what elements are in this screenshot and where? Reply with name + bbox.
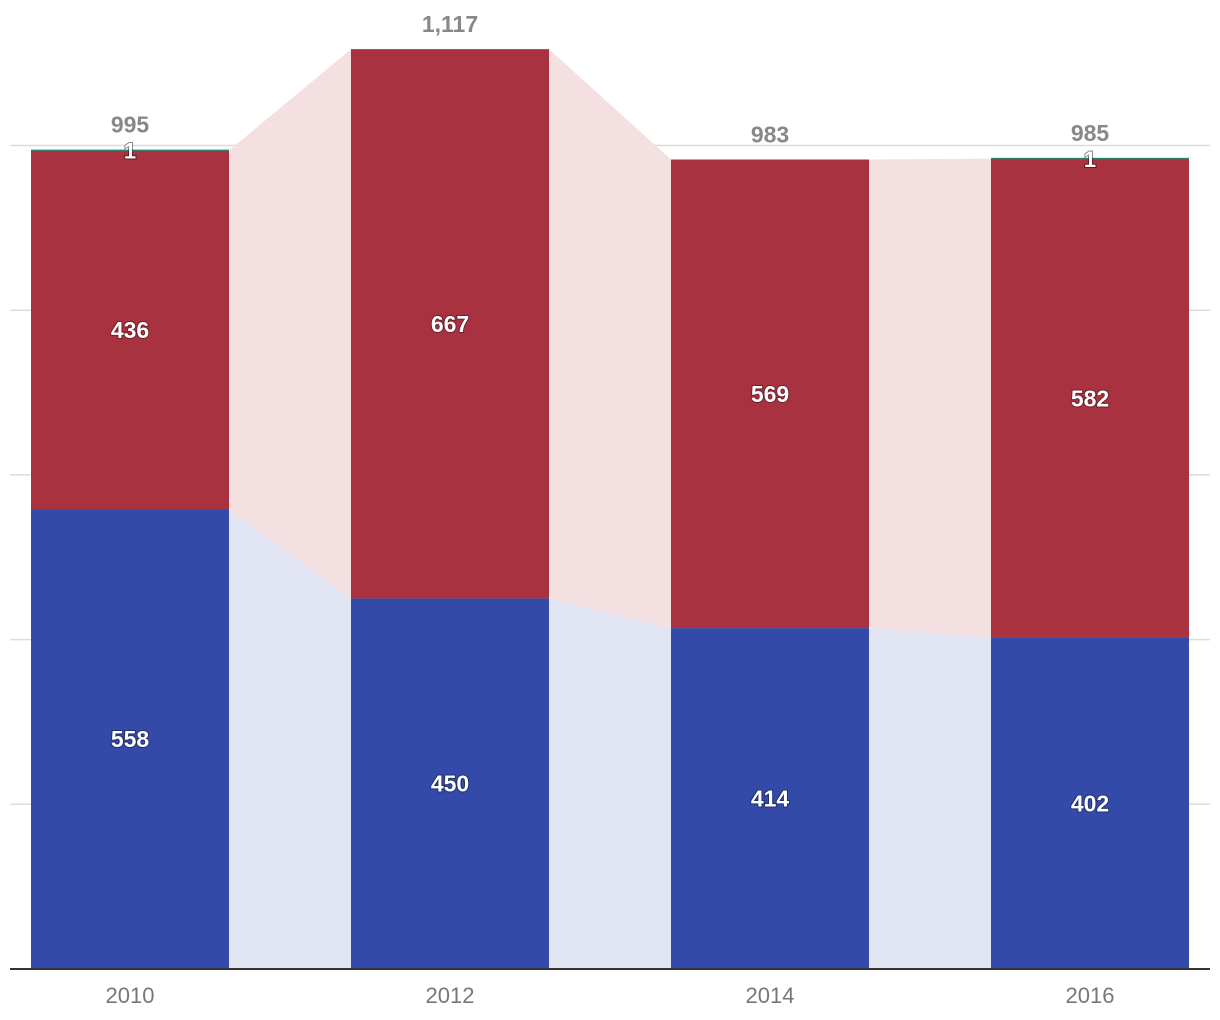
bar-series-1-2014	[671, 628, 869, 969]
bar-series-2-2010	[31, 150, 229, 510]
segment-label-series-2-2016: 582	[1071, 385, 1109, 411]
segment-label-series-1-2016: 402	[1071, 790, 1109, 816]
total-label-2014: 983	[751, 121, 789, 147]
x-tick-label-2014: 2014	[746, 983, 795, 1008]
segment-label-series-2-2010: 436	[111, 317, 149, 343]
segment-label-series-3-2010: 1	[124, 139, 136, 164]
band-series-1-2012-2014	[549, 598, 671, 969]
band-series-1-2014-2016	[869, 628, 991, 969]
segment-label-series-1-2012: 450	[431, 771, 469, 797]
segment-label-series-1-2010: 558	[111, 726, 150, 752]
bar-series-2-2012	[351, 49, 549, 599]
x-tick-label-2016: 2016	[1066, 983, 1115, 1008]
bar-series-2-2014	[671, 159, 869, 629]
segment-label-series-2-2014: 569	[751, 381, 789, 407]
band-series-2-2010-2012	[229, 49, 351, 599]
x-tick-label-2012: 2012	[426, 983, 475, 1008]
bar-series-1-2016	[991, 637, 1189, 969]
segment-label-series-3-2016: 1	[1084, 147, 1096, 172]
bar-series-1-2012	[351, 598, 549, 969]
total-label-2016: 985	[1071, 120, 1110, 146]
segment-label-series-1-2014: 414	[751, 786, 790, 812]
bar-series-3-2016	[991, 157, 1189, 160]
bars	[31, 49, 1189, 969]
band-series-2-2014-2016	[869, 158, 991, 638]
x-tick-label-2010: 2010	[106, 983, 155, 1008]
band-series-2-2012-2014	[549, 49, 671, 629]
total-label-2010: 995	[111, 112, 150, 138]
total-label-2012: 1,117	[422, 11, 478, 37]
band-series-1-2010-2012	[229, 509, 351, 969]
bar-series-1-2010	[31, 509, 229, 969]
connector-bands	[229, 49, 991, 969]
bar-series-3-2010	[31, 149, 229, 152]
segment-label-series-2-2012: 667	[431, 311, 469, 337]
bar-series-2-2016	[991, 158, 1189, 638]
x-axis: 2010 2012 2014 2016	[10, 968, 1210, 1008]
